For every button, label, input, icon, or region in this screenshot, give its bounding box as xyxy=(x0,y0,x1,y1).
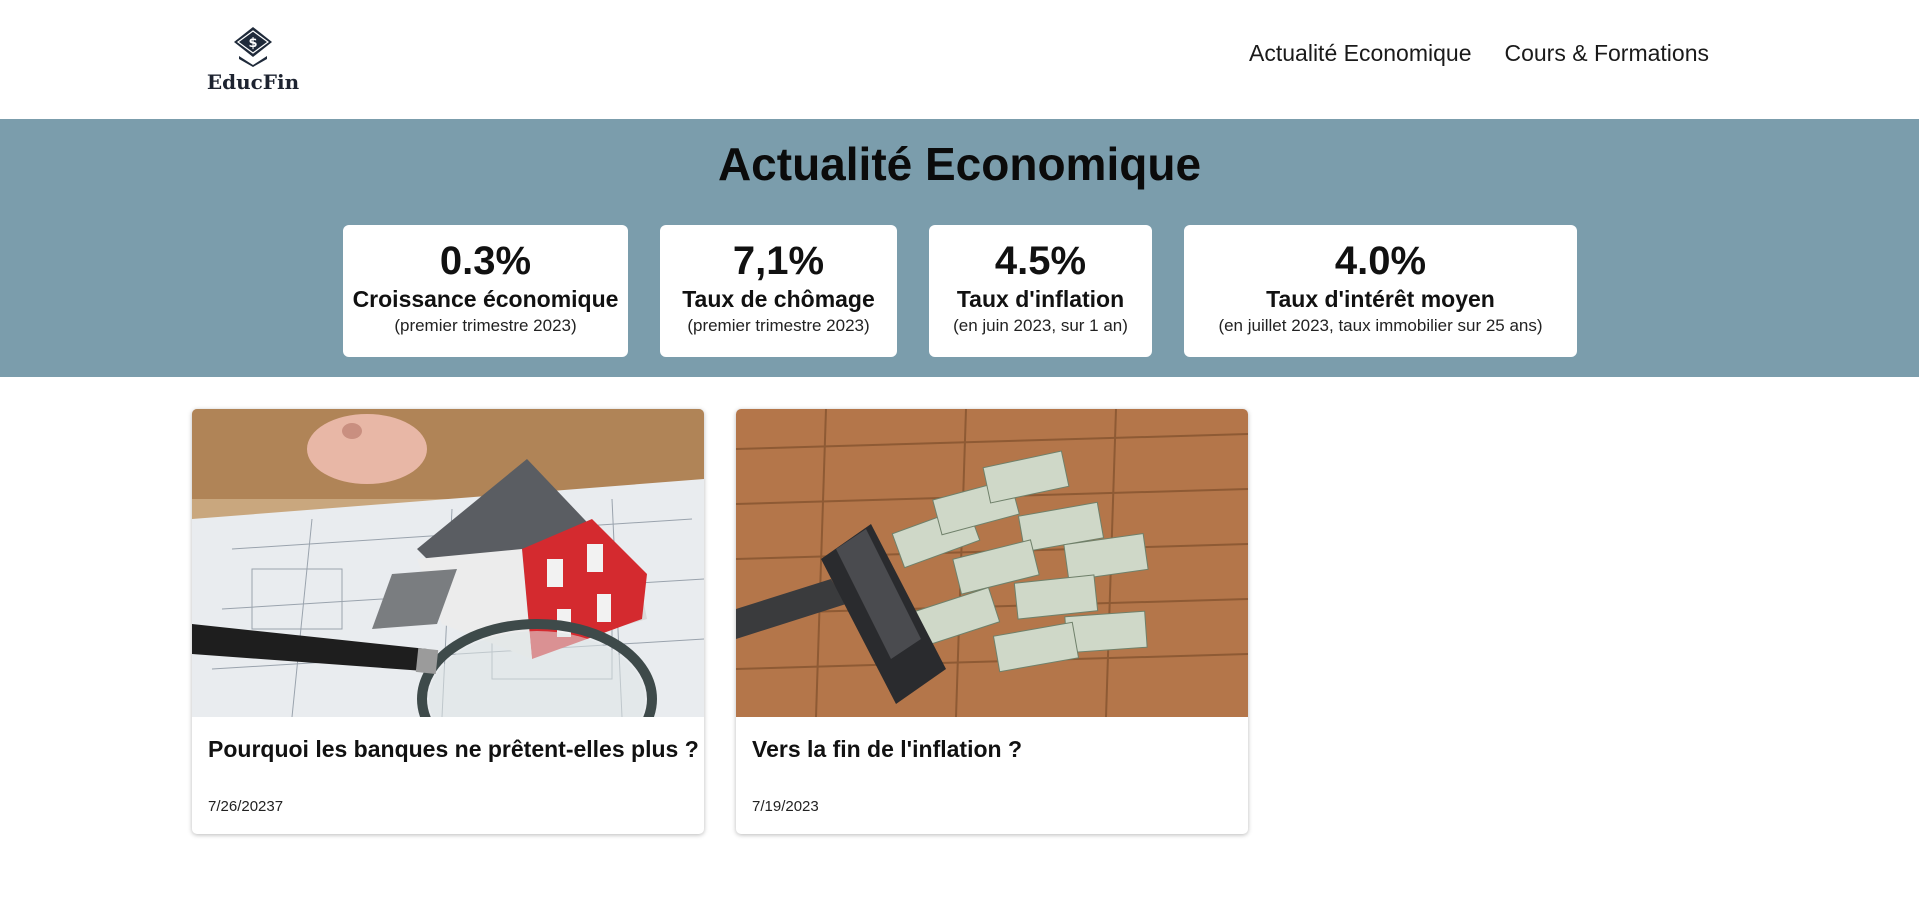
stat-subtitle: (premier trimestre 2023) xyxy=(394,316,577,335)
stat-card-unemployment: 7,1% Taux de chômage (premier trimestre … xyxy=(660,225,897,357)
stat-label: Taux d'inflation xyxy=(956,286,1125,312)
stat-card-inflation: 4.5% Taux d'inflation (en juin 2023, sur… xyxy=(929,225,1152,357)
site-header: $ EducFin Actualité Economique Cours & F… xyxy=(0,0,1919,119)
vacuum-money-image xyxy=(736,409,1248,717)
article-date: 7/19/2023 xyxy=(752,798,819,815)
stat-label: Taux d'intérêt moyen xyxy=(1266,286,1495,312)
nav-link-actualite[interactable]: Actualité Economique xyxy=(1249,40,1472,66)
main-nav: Actualité Economique Cours & Formations xyxy=(1249,40,1709,67)
article-title: Vers la fin de l'inflation ? xyxy=(752,736,1023,762)
stat-label: Croissance économique xyxy=(352,286,619,312)
stat-card-growth: 0.3% Croissance économique (premier trim… xyxy=(343,225,628,357)
nav-link-cours-formations[interactable]: Cours & Formations xyxy=(1504,40,1709,66)
stat-value: 4.5% xyxy=(994,239,1087,283)
dollar-logo-icon: $ xyxy=(234,27,272,67)
stat-subtitle: (premier trimestre 2023) xyxy=(687,316,870,335)
page-title: Actualité Economique xyxy=(717,138,1202,190)
article-card[interactable]: Pourquoi les banques ne prêtent-elles pl… xyxy=(192,409,704,834)
economic-indicators-band: Actualité Economique 0.3% Croissance éco… xyxy=(0,119,1919,377)
house-model-image xyxy=(192,409,704,717)
logo[interactable]: $ EducFin xyxy=(206,26,300,94)
article-date: 7/26/20237 xyxy=(208,798,284,815)
article-title: Pourquoi les banques ne prêtent-elles pl… xyxy=(208,736,699,762)
article-card[interactable]: Vers la fin de l'inflation ? 7/19/2023 xyxy=(736,409,1248,834)
stat-value: 7,1% xyxy=(732,239,825,283)
stat-card-interest-rate: 4.0% Taux d'intérêt moyen (en juillet 20… xyxy=(1184,225,1577,357)
svg-text:$: $ xyxy=(248,36,257,51)
stat-label: Taux de chômage xyxy=(682,286,875,312)
stat-value: 4.0% xyxy=(1334,239,1427,283)
brand-name: EducFin xyxy=(206,70,300,94)
stat-subtitle: (en juillet 2023, taux immobilier sur 25… xyxy=(1218,316,1543,335)
stat-value: 0.3% xyxy=(439,239,532,283)
stat-subtitle: (en juin 2023, sur 1 an) xyxy=(953,316,1128,335)
